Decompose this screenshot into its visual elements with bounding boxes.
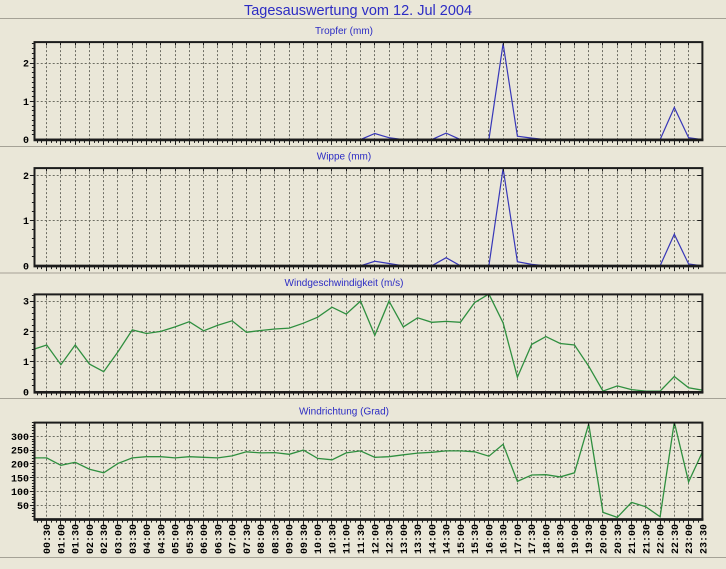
svg-text:15:00: 15:00 [457, 524, 468, 554]
svg-text:10:30: 10:30 [329, 524, 340, 554]
svg-text:250: 250 [11, 447, 29, 458]
svg-text:22:30: 22:30 [671, 524, 682, 554]
svg-text:05:00: 05:00 [172, 524, 183, 554]
svg-text:10:00: 10:00 [314, 524, 325, 554]
svg-text:Windrichtung (Grad): Windrichtung (Grad) [299, 407, 389, 418]
svg-text:16:00: 16:00 [485, 524, 496, 554]
svg-text:06:00: 06:00 [200, 524, 211, 554]
svg-text:00:30: 00:30 [43, 524, 54, 554]
svg-text:14:00: 14:00 [428, 524, 439, 554]
svg-text:02:30: 02:30 [100, 524, 111, 554]
svg-text:300: 300 [11, 433, 29, 444]
svg-text:20:00: 20:00 [600, 524, 611, 554]
svg-text:22:00: 22:00 [657, 524, 668, 554]
svg-text:Tropfer (mm): Tropfer (mm) [315, 26, 373, 37]
svg-text:02:00: 02:00 [86, 524, 97, 554]
svg-text:01:30: 01:30 [72, 524, 83, 554]
svg-text:0: 0 [23, 389, 29, 400]
svg-text:09:00: 09:00 [286, 524, 297, 554]
svg-text:21:00: 21:00 [628, 524, 639, 554]
svg-text:17:00: 17:00 [514, 524, 525, 554]
svg-text:05:30: 05:30 [186, 524, 197, 554]
svg-text:Tagesauswertung vom 12. Jul 20: Tagesauswertung vom 12. Jul 2004 [244, 3, 472, 19]
svg-text:0: 0 [23, 262, 29, 273]
svg-text:17:30: 17:30 [528, 524, 539, 554]
svg-text:2: 2 [23, 60, 29, 71]
svg-text:06:30: 06:30 [214, 524, 225, 554]
svg-text:2: 2 [23, 172, 29, 183]
svg-text:100: 100 [11, 488, 29, 499]
svg-text:07:30: 07:30 [243, 524, 254, 554]
svg-text:23:30: 23:30 [699, 524, 710, 554]
svg-text:18:00: 18:00 [542, 524, 553, 554]
svg-text:04:30: 04:30 [157, 524, 168, 554]
svg-text:21:30: 21:30 [642, 524, 653, 554]
svg-text:23:00: 23:00 [685, 524, 696, 554]
svg-text:12:30: 12:30 [386, 524, 397, 554]
svg-text:1: 1 [23, 358, 29, 369]
svg-text:1: 1 [23, 98, 29, 109]
svg-text:08:30: 08:30 [271, 524, 282, 554]
svg-text:Windgeschwindigkeit (m/s): Windgeschwindigkeit (m/s) [285, 278, 404, 289]
svg-text:1: 1 [23, 217, 29, 228]
svg-text:13:00: 13:00 [400, 524, 411, 554]
svg-text:18:30: 18:30 [557, 524, 568, 554]
svg-text:15:30: 15:30 [471, 524, 482, 554]
svg-text:50: 50 [17, 502, 29, 513]
svg-text:20:30: 20:30 [614, 524, 625, 554]
svg-text:11:00: 11:00 [343, 524, 354, 554]
svg-text:19:00: 19:00 [571, 524, 582, 554]
svg-text:07:00: 07:00 [229, 524, 240, 554]
svg-text:150: 150 [11, 474, 29, 485]
svg-text:3: 3 [23, 298, 29, 309]
svg-text:13:30: 13:30 [414, 524, 425, 554]
svg-text:08:00: 08:00 [257, 524, 268, 554]
svg-text:04:00: 04:00 [143, 524, 154, 554]
svg-text:09:30: 09:30 [300, 524, 311, 554]
svg-text:03:00: 03:00 [115, 524, 126, 554]
svg-text:11:30: 11:30 [357, 524, 368, 554]
svg-text:19:30: 19:30 [585, 524, 596, 554]
svg-text:03:30: 03:30 [129, 524, 140, 554]
svg-text:200: 200 [11, 460, 29, 471]
svg-text:16:30: 16:30 [500, 524, 511, 554]
svg-text:0: 0 [23, 136, 29, 147]
svg-text:12:00: 12:00 [371, 524, 382, 554]
svg-text:Wippe (mm): Wippe (mm) [317, 152, 371, 163]
svg-text:2: 2 [23, 328, 29, 339]
svg-text:01:00: 01:00 [57, 524, 68, 554]
svg-text:14:30: 14:30 [443, 524, 454, 554]
